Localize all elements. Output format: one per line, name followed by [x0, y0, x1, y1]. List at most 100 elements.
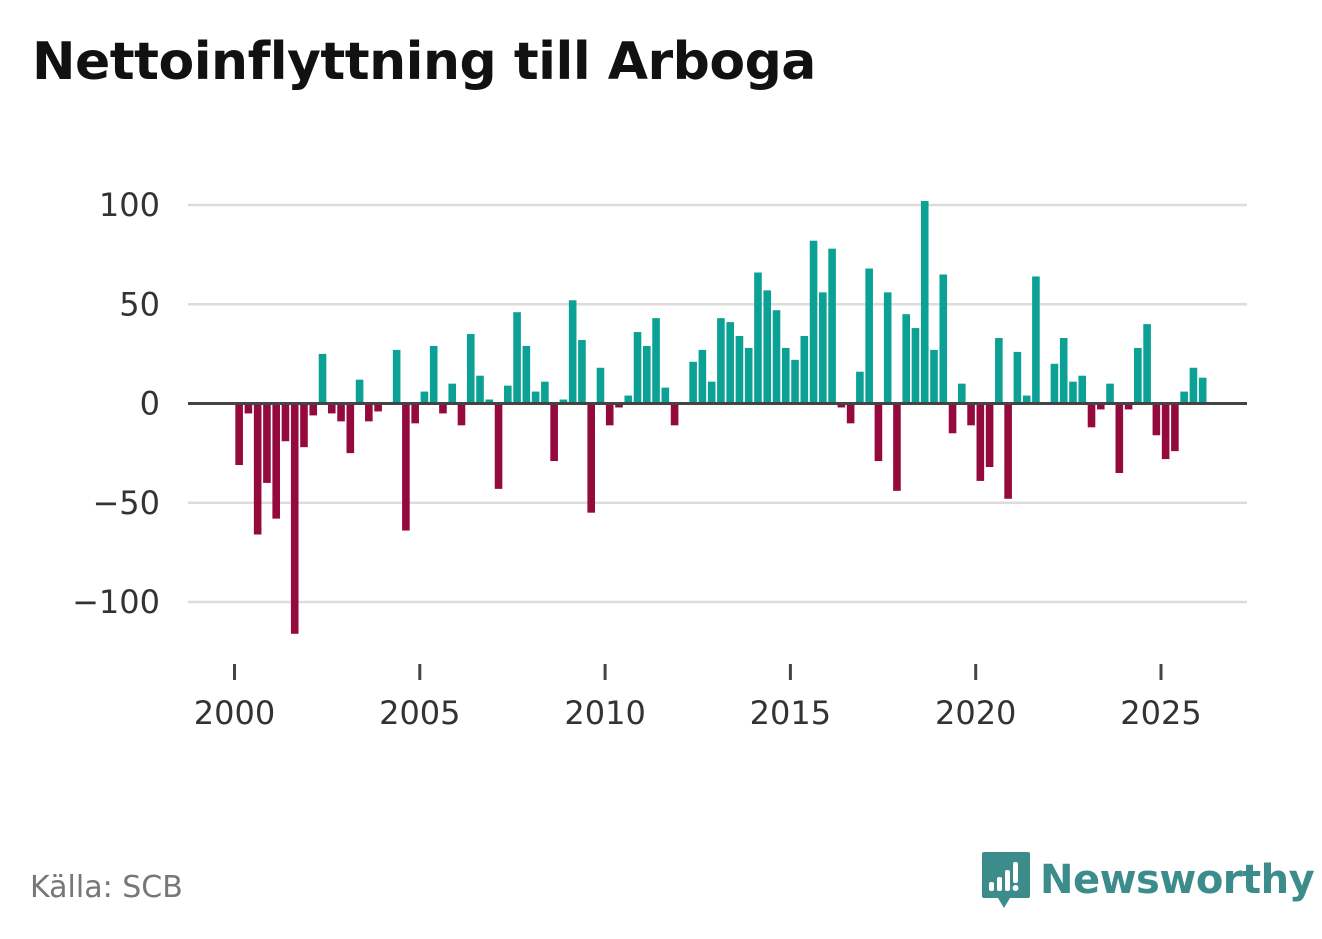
y-tick-label: 100: [99, 186, 160, 224]
bar: [559, 399, 568, 404]
bar: [615, 403, 623, 408]
bar: [1059, 338, 1068, 404]
bar: [1189, 367, 1198, 404]
y-tick-label: 0: [140, 385, 160, 423]
bar: [1087, 403, 1096, 428]
x-tick-label: 2010: [564, 694, 645, 732]
bar: [735, 336, 744, 404]
bar: [1106, 383, 1114, 404]
bar: [846, 403, 855, 424]
bar: [494, 403, 503, 489]
bar: [290, 403, 299, 634]
bar: [698, 349, 707, 404]
bar: [661, 387, 670, 404]
bar: [1032, 276, 1040, 404]
bar: [670, 403, 679, 426]
bar: [281, 403, 290, 442]
bar: [1096, 403, 1105, 410]
bar: [939, 274, 948, 404]
bars: [235, 201, 1207, 634]
bar: [624, 395, 633, 404]
bar: [837, 403, 846, 408]
bar: [874, 403, 883, 462]
bar: [374, 403, 382, 412]
bar: [300, 403, 308, 448]
bar: [522, 345, 531, 404]
bar: [439, 403, 447, 414]
bar: [763, 290, 772, 404]
bar: [772, 310, 781, 404]
bar: [911, 328, 920, 404]
bar: [318, 353, 327, 404]
bar: [1050, 363, 1059, 404]
bar: [800, 336, 809, 404]
bar: [531, 391, 540, 404]
bar: [365, 403, 373, 422]
bar: [920, 201, 929, 404]
bar: [420, 391, 429, 404]
bar: [1161, 403, 1170, 460]
bar: [1180, 391, 1188, 404]
bar: [902, 314, 911, 404]
bar: [689, 361, 697, 404]
bar: [1078, 375, 1087, 404]
bar: [1171, 403, 1179, 452]
bar: [448, 383, 457, 404]
axes: 100 50 0 −50 −100 2000 2005 2010 2015 2020 2025: [72, 186, 1202, 732]
bar: [948, 403, 957, 434]
grid-lines: [188, 203, 1247, 604]
brand-logo[interactable]: Newsworthy: [980, 850, 1315, 910]
bar: [263, 403, 271, 483]
bar: [346, 403, 355, 454]
bar: [754, 272, 762, 404]
bar: [235, 403, 243, 466]
bar: [253, 403, 262, 535]
x-tick-label: 2020: [935, 694, 1016, 732]
bar: [717, 318, 725, 404]
bar: [1124, 403, 1133, 410]
bar: [809, 240, 818, 404]
bar: [596, 367, 605, 404]
bar: [930, 349, 938, 404]
bar: [541, 381, 549, 404]
newsworthy-bar-chart-speech-bubble-icon: [982, 852, 1030, 908]
bar: [476, 375, 484, 404]
bar: [411, 403, 419, 424]
bar: [1134, 347, 1142, 404]
bar: [392, 349, 401, 404]
x-tick-label: 2025: [1120, 694, 1201, 732]
bar: [958, 383, 966, 404]
bar: [429, 345, 438, 404]
bar: [1143, 324, 1151, 404]
bar: [466, 334, 475, 404]
bar: [1069, 381, 1077, 404]
bar: [819, 292, 827, 404]
bar: [578, 339, 586, 404]
bar: [355, 379, 364, 404]
bar: [995, 338, 1003, 404]
bar: [883, 292, 892, 404]
bar: [791, 359, 799, 404]
bar: [457, 403, 466, 426]
bar: [1013, 351, 1022, 404]
bar: [707, 381, 716, 404]
bar: [550, 403, 558, 462]
bar: [337, 403, 345, 422]
bar: [781, 347, 790, 404]
bar: [744, 347, 753, 404]
source-note: Källa: SCB: [30, 870, 183, 905]
chart-title: Nettoinflyttning till Arboga: [32, 32, 816, 92]
bar: [652, 318, 660, 404]
bar: [967, 403, 975, 426]
bar-chart: 100 50 0 −50 −100 2000 2005 2010 2015 2020 2025: [72, 186, 1247, 732]
bar: [327, 403, 336, 414]
bar: [244, 403, 253, 414]
bar: [309, 403, 318, 416]
bar: [272, 403, 280, 519]
bar: [1198, 377, 1207, 404]
bar: [513, 312, 521, 404]
bar: [976, 403, 985, 481]
x-tick-label: 2000: [194, 694, 275, 732]
bar: [1115, 403, 1124, 473]
x-tick-label: 2015: [750, 694, 831, 732]
